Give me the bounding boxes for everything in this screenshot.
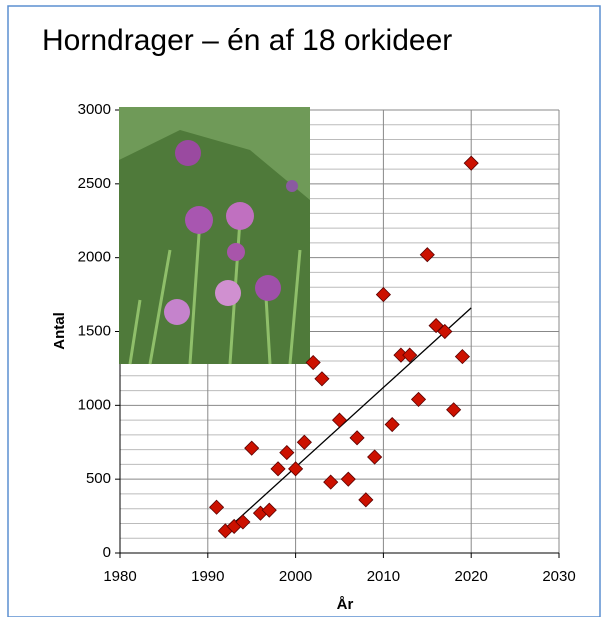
x-axis-title: År (337, 596, 354, 613)
data-point (280, 446, 294, 460)
flower (226, 202, 254, 230)
data-point (324, 475, 338, 489)
data-point (341, 472, 355, 486)
x-tick-label: 2000 (279, 568, 312, 585)
chart-title: Horndrager – én af 18 orkideer (42, 24, 452, 57)
data-point (245, 441, 259, 455)
y-tick-label: 3000 (78, 101, 111, 118)
data-point (210, 500, 224, 514)
data-point (350, 431, 364, 445)
flower (227, 243, 245, 261)
data-point (359, 493, 373, 507)
flower (185, 206, 213, 234)
x-tick-label: 2010 (367, 568, 400, 585)
x-tick-label: 2030 (542, 568, 575, 585)
flower (164, 299, 190, 325)
orchid-photo (119, 107, 310, 364)
y-tick-label: 1500 (78, 322, 111, 339)
chart: Horndrager – én af 18 orkideer År Antal … (0, 0, 610, 617)
y-tick-label: 2500 (78, 175, 111, 192)
data-point (333, 413, 347, 427)
data-point (297, 435, 311, 449)
y-tick-label: 2000 (78, 249, 111, 266)
flower (255, 275, 281, 301)
data-point (420, 248, 434, 262)
flower (286, 180, 298, 192)
data-point (376, 288, 390, 302)
y-tick-label: 1000 (78, 396, 111, 413)
data-point (368, 450, 382, 464)
flower (175, 140, 201, 166)
x-tick-label: 2020 (455, 568, 488, 585)
x-tick-label: 1980 (103, 568, 136, 585)
data-point (315, 372, 329, 386)
x-tick-label: 1990 (191, 568, 224, 585)
y-tick-label: 500 (86, 470, 111, 487)
flower (215, 280, 241, 306)
data-point (464, 156, 478, 170)
y-tick-label: 0 (103, 544, 111, 561)
y-axis-title: Antal (51, 312, 68, 350)
data-point (412, 392, 426, 406)
